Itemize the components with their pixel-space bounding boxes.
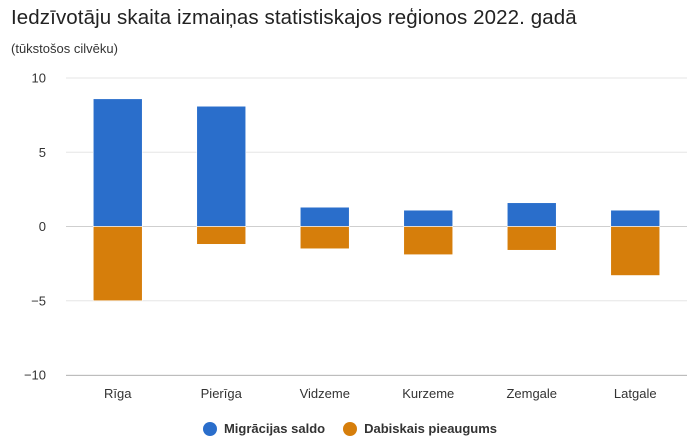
legend-swatch-natural-growth [343,421,358,436]
legend-item-migration[interactable]: Migrācijas saldo [202,421,326,436]
chart-title: Iedzīvotāju skaita izmaiņas statistiskaj… [11,6,577,29]
y-tick-label: 10 [32,71,46,86]
legend-label-natural-growth: Dabiskais pieaugums [364,421,498,436]
bar-migration [506,202,557,227]
legend-swatch-migration [202,421,217,436]
chart-subtitle: (tūkstošos cilvēku) [11,41,118,56]
bar-natural-growth [403,226,454,256]
bar-migration [403,209,454,227]
bar-natural-growth [196,226,247,245]
x-tick-label: Zemgale [506,386,557,401]
y-tick-label: −5 [31,293,46,308]
y-tick-label: 5 [39,145,46,160]
bar-natural-growth [506,226,557,251]
bar-migration [610,209,661,227]
legend-label-migration: Migrācijas saldo [223,421,326,436]
x-tick-label: Pierīga [201,386,243,401]
legend: Migrācijas saldo Dabiskais pieaugums [0,421,700,436]
bar-migration [92,98,143,227]
legend-item-natural-growth[interactable]: Dabiskais pieaugums [343,421,497,436]
y-tick-label: 0 [39,219,46,234]
bar-migration [196,105,247,227]
bar-migration [299,206,350,227]
bar-natural-growth [610,226,661,276]
y-tick-label: −10 [24,368,46,383]
bar-natural-growth [92,226,143,302]
x-tick-label: Vidzeme [300,386,350,401]
bar-natural-growth [299,226,350,250]
x-tick-label: Rīga [104,386,132,401]
x-tick-label: Kurzeme [402,386,454,401]
x-tick-label: Latgale [614,386,657,401]
